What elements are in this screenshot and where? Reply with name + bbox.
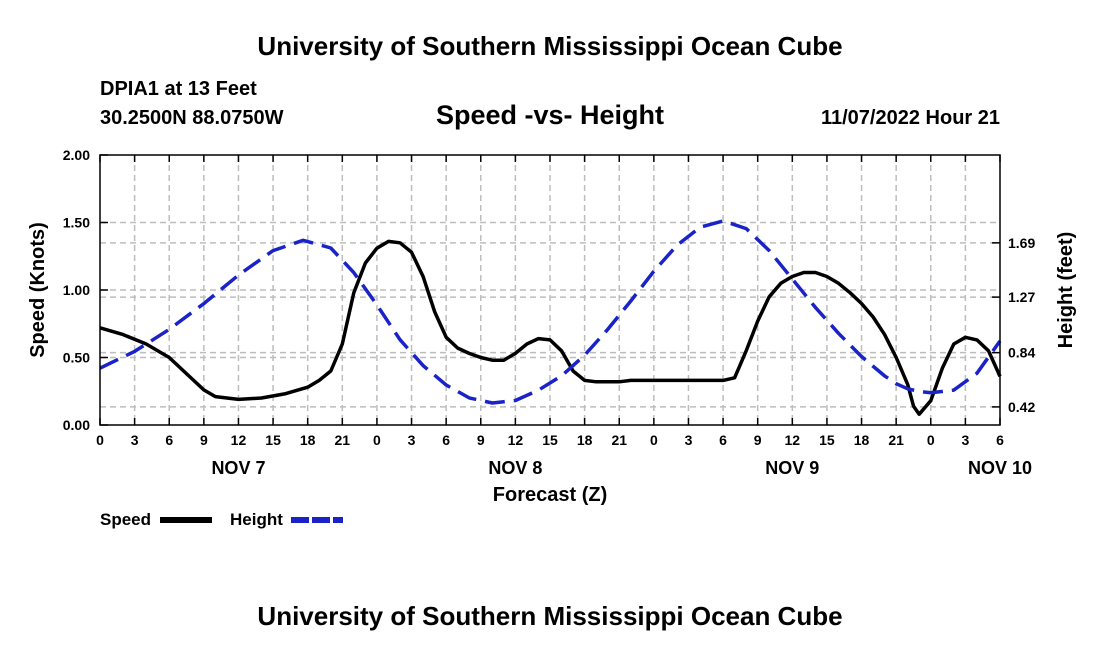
x-tick-label: 0 (96, 432, 104, 448)
x-tick-label: 0 (927, 432, 935, 448)
x-tick-label: 12 (785, 432, 801, 448)
x-tick-label: 9 (200, 432, 208, 448)
station-label: DPIA1 at 13 Feet (100, 78, 257, 100)
date-label: NOV 8 (488, 458, 542, 478)
x-tick-label: 12 (231, 432, 247, 448)
x-tick-label: 3 (408, 432, 416, 448)
y-tick-label: 0.00 (63, 417, 90, 433)
x-tick-label: 21 (611, 432, 627, 448)
legend-label-speed: Speed (100, 510, 151, 529)
y-tick-label: 0.50 (63, 350, 90, 366)
y-axis-title: Speed (Knots) (27, 222, 49, 358)
coords-label: 30.2500N 88.0750W (100, 107, 284, 129)
x-tick-label: 15 (265, 432, 281, 448)
x-tick-label: 0 (650, 432, 658, 448)
series-height-line (99, 219, 1002, 405)
footer-title: University of Southern Mississippi Ocean… (257, 601, 842, 631)
x-tick-label: 21 (888, 432, 904, 448)
x-tick-label: 18 (300, 432, 316, 448)
x-tick-label: 15 (542, 432, 558, 448)
y-tick-label: 1.50 (63, 215, 90, 231)
x-tick-label: 6 (719, 432, 727, 448)
x-tick-label: 12 (508, 432, 524, 448)
y-tick-label: 2.00 (63, 147, 90, 163)
x-tick-label: 21 (335, 432, 351, 448)
x-tick-label: 6 (996, 432, 1004, 448)
y2-axis-title: Height (feet) (1055, 232, 1077, 349)
series-speed-line (99, 239, 1002, 416)
y2-tick-label: 0.84 (1008, 345, 1035, 361)
x-tick-label: 0 (373, 432, 381, 448)
x-axis-title: Forecast (Z) (493, 484, 607, 506)
y-tick-label: 1.00 (63, 282, 90, 298)
x-tick-label: 18 (577, 432, 593, 448)
x-tick-label: 3 (685, 432, 693, 448)
legend-label-height: Height (230, 510, 283, 529)
x-tick-label: 18 (854, 432, 870, 448)
date-label: NOV 7 (211, 458, 265, 478)
page-title: University of Southern Mississippi Ocean… (257, 31, 842, 61)
x-tick-label: 9 (754, 432, 762, 448)
x-tick-label: 6 (442, 432, 450, 448)
x-tick-label: 15 (819, 432, 835, 448)
date-label: NOV 10 (968, 458, 1032, 478)
x-tick-label: 3 (131, 432, 139, 448)
y2-tick-label: 0.42 (1008, 399, 1035, 415)
timestamp-label: 11/07/2022 Hour 21 (821, 107, 1000, 129)
y2-tick-label: 1.69 (1008, 235, 1035, 251)
plot-title: Speed -vs- Height (436, 100, 664, 130)
x-tick-label: 9 (477, 432, 485, 448)
date-label: NOV 9 (765, 458, 819, 478)
y2-tick-label: 1.27 (1008, 289, 1035, 305)
x-tick-label: 6 (165, 432, 173, 448)
x-tick-label: 3 (961, 432, 969, 448)
